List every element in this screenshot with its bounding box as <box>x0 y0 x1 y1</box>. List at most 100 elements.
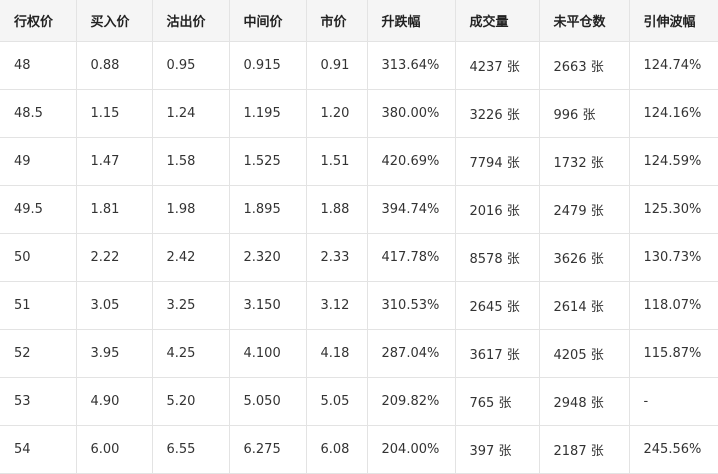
table-cell: 54 <box>0 425 77 474</box>
table-row: 52 3.95 4.25 4.100 4.18 287.04% 3617 张 4205 张 11… <box>0 329 718 378</box>
header-cell: 成交量 <box>454 0 540 42</box>
table-cell: 4.25 <box>151 329 230 378</box>
table-cell: 394.74% <box>366 185 456 234</box>
table-cell: 1.88 <box>305 185 368 234</box>
table-cell: 2645 张 <box>454 281 540 330</box>
table-cell: 0.95 <box>151 41 230 90</box>
table-cell: 115.87% <box>628 329 718 378</box>
table-cell: 3.12 <box>305 281 368 330</box>
table-cell: 209.82% <box>366 377 456 426</box>
table-cell: 1.51 <box>305 137 368 186</box>
table-cell: 4.100 <box>228 329 307 378</box>
table-cell: 996 张 <box>538 89 630 138</box>
table-cell: 52 <box>0 329 77 378</box>
table-cell: 765 张 <box>454 377 540 426</box>
table-cell: 3.95 <box>75 329 153 378</box>
table-cell: 124.59% <box>628 137 718 186</box>
table-cell: 2.320 <box>228 233 307 282</box>
header-cell: 沽出价 <box>151 0 230 42</box>
table-cell: - <box>628 377 718 426</box>
table-cell: 313.64% <box>366 41 456 90</box>
table-cell: 420.69% <box>366 137 456 186</box>
table-cell: 1.47 <box>75 137 153 186</box>
table-cell: 204.00% <box>366 425 456 474</box>
table-cell: 49.5 <box>0 185 77 234</box>
table-cell: 0.915 <box>228 41 307 90</box>
table-cell: 118.07% <box>628 281 718 330</box>
table-cell: 6.00 <box>75 425 153 474</box>
table-row: 54 6.00 6.55 6.275 6.08 204.00% 397 张 2187 张 245… <box>0 425 718 474</box>
table-cell: 7794 张 <box>454 137 540 186</box>
table-cell: 4.90 <box>75 377 153 426</box>
table-cell: 1.81 <box>75 185 153 234</box>
table-cell: 417.78% <box>366 233 456 282</box>
table-cell: 380.00% <box>366 89 456 138</box>
table-row: 49.5 1.81 1.98 1.895 1.88 394.74% 2016 张 2479 张… <box>0 185 718 234</box>
table-cell: 53 <box>0 377 77 426</box>
table-cell: 5.05 <box>305 377 368 426</box>
table-cell: 1732 张 <box>538 137 630 186</box>
table-cell: 125.30% <box>628 185 718 234</box>
table-cell: 2663 张 <box>538 41 630 90</box>
table-cell: 48.5 <box>0 89 77 138</box>
table-cell: 6.08 <box>305 425 368 474</box>
header-cell: 引伸波幅 <box>628 0 718 42</box>
table-cell: 48 <box>0 41 77 90</box>
header-cell: 中间价 <box>228 0 307 42</box>
table-cell: 3626 张 <box>538 233 630 282</box>
table-cell: 2016 张 <box>454 185 540 234</box>
table-cell: 2187 张 <box>538 425 630 474</box>
table-cell: 50 <box>0 233 77 282</box>
header-cell: 市价 <box>305 0 368 42</box>
table-cell: 1.895 <box>228 185 307 234</box>
table-cell: 245.56% <box>628 425 718 474</box>
table-cell: 1.15 <box>75 89 153 138</box>
table-cell: 124.74% <box>628 41 718 90</box>
table-cell: 310.53% <box>366 281 456 330</box>
table-row: 51 3.05 3.25 3.150 3.12 310.53% 2645 张 2614 张 11… <box>0 281 718 330</box>
table-cell: 124.16% <box>628 89 718 138</box>
table-body: 48 0.88 0.95 0.915 0.91 313.64% 4237 张 2663 张 12… <box>0 41 718 474</box>
table-cell: 1.24 <box>151 89 230 138</box>
table-cell: 51 <box>0 281 77 330</box>
table-cell: 3226 张 <box>454 89 540 138</box>
table-row: 53 4.90 5.20 5.050 5.05 209.82% 765 张 2948 张- <box>0 377 718 426</box>
header-cell: 未平仓数 <box>538 0 630 42</box>
table-cell: 4237 张 <box>454 41 540 90</box>
table-row: 50 2.22 2.42 2.320 2.33 417.78% 8578 张 3626 张 13… <box>0 233 718 282</box>
table-cell: 1.58 <box>151 137 230 186</box>
table-cell: 1.98 <box>151 185 230 234</box>
table-cell: 3617 张 <box>454 329 540 378</box>
table-cell: 3.25 <box>151 281 230 330</box>
header-cell: 行权价 <box>0 0 77 42</box>
table-cell: 6.275 <box>228 425 307 474</box>
header-row: 行权价 买入价 沽出价 中间价 市价 升跌幅 成交量 未平仓数 引伸波幅 <box>0 0 718 42</box>
table-cell: 0.88 <box>75 41 153 90</box>
table-cell: 4.18 <box>305 329 368 378</box>
table-cell: 49 <box>0 137 77 186</box>
table-cell: 6.55 <box>151 425 230 474</box>
table-cell: 3.05 <box>75 281 153 330</box>
table-cell: 5.050 <box>228 377 307 426</box>
table-row: 48 0.88 0.95 0.915 0.91 313.64% 4237 张 2663 张 12… <box>0 41 718 90</box>
table-cell: 4205 张 <box>538 329 630 378</box>
table-row: 49 1.47 1.58 1.525 1.51 420.69% 7794 张 1732 张 12… <box>0 137 718 186</box>
table-cell: 2.22 <box>75 233 153 282</box>
table-cell: 1.525 <box>228 137 307 186</box>
table-cell: 287.04% <box>366 329 456 378</box>
table-cell: 1.20 <box>305 89 368 138</box>
table-cell: 0.91 <box>305 41 368 90</box>
table-cell: 2614 张 <box>538 281 630 330</box>
table-cell: 2.33 <box>305 233 368 282</box>
table-cell: 5.20 <box>151 377 230 426</box>
table-cell: 130.73% <box>628 233 718 282</box>
table-cell: 3.150 <box>228 281 307 330</box>
table-cell: 2479 张 <box>538 185 630 234</box>
table-cell: 2.42 <box>151 233 230 282</box>
header-cell: 买入价 <box>75 0 153 42</box>
table-cell: 2948 张 <box>538 377 630 426</box>
table-cell: 397 张 <box>454 425 540 474</box>
table-cell: 8578 张 <box>454 233 540 282</box>
header-cell: 升跌幅 <box>366 0 456 42</box>
